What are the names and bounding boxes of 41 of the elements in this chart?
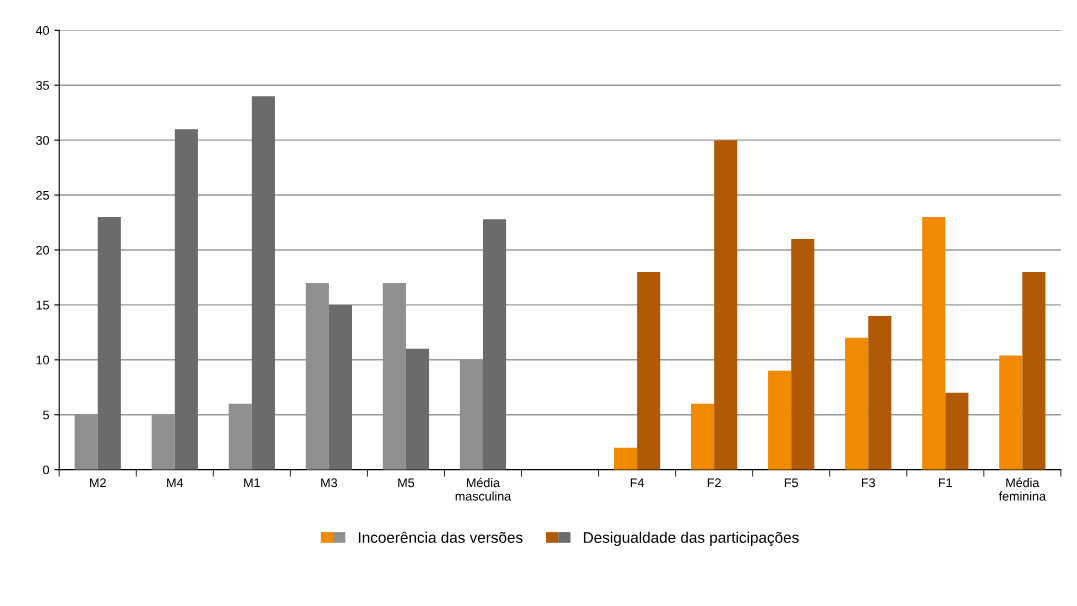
bar	[1022, 271, 1046, 470]
y-tick-label: 5	[43, 410, 49, 420]
bar	[637, 271, 661, 470]
legend-label: Desigualdade das participações	[583, 531, 799, 547]
y-tick-label: 25	[36, 190, 49, 200]
x-tick-label: F1	[939, 478, 952, 488]
y-tick-label: 0	[43, 465, 50, 475]
x-tick-label: M4	[167, 478, 184, 488]
bar	[174, 129, 198, 470]
x-tick-label: F4	[630, 478, 645, 488]
bar	[251, 96, 275, 470]
y-tick-label: 20	[36, 245, 50, 255]
x-tick-label: M1	[244, 478, 260, 488]
y-tick-label: 30	[36, 135, 50, 145]
bar	[945, 392, 969, 470]
bar	[845, 337, 869, 470]
bar	[791, 238, 815, 470]
x-tick-label: F2	[707, 478, 721, 488]
y-tick-label: 15	[36, 300, 49, 310]
bar	[714, 140, 738, 470]
y-tick-label: 10	[36, 355, 50, 365]
x-tick-label: M5	[398, 478, 415, 488]
x-tick-label: Média feminina	[998, 477, 1046, 501]
bar	[328, 304, 353, 470]
bar	[768, 370, 792, 470]
bar	[613, 447, 638, 470]
x-tick-label: M2	[90, 478, 106, 488]
y-tick-label: 40	[35, 26, 50, 35]
bar	[691, 403, 715, 470]
bar	[999, 355, 1023, 470]
y-tick-label: 35	[36, 81, 49, 90]
bar	[405, 348, 430, 470]
x-tick-label: F3	[861, 478, 875, 488]
legend-label: Incoerência das versões	[358, 531, 523, 543]
x-tick-label: Média masculina	[455, 477, 512, 501]
bar	[922, 217, 946, 470]
bar	[868, 315, 892, 470]
x-tick-label: M3	[321, 478, 338, 488]
bar	[97, 217, 121, 470]
x-tick-label: F5	[784, 478, 798, 488]
bar	[482, 219, 507, 470]
